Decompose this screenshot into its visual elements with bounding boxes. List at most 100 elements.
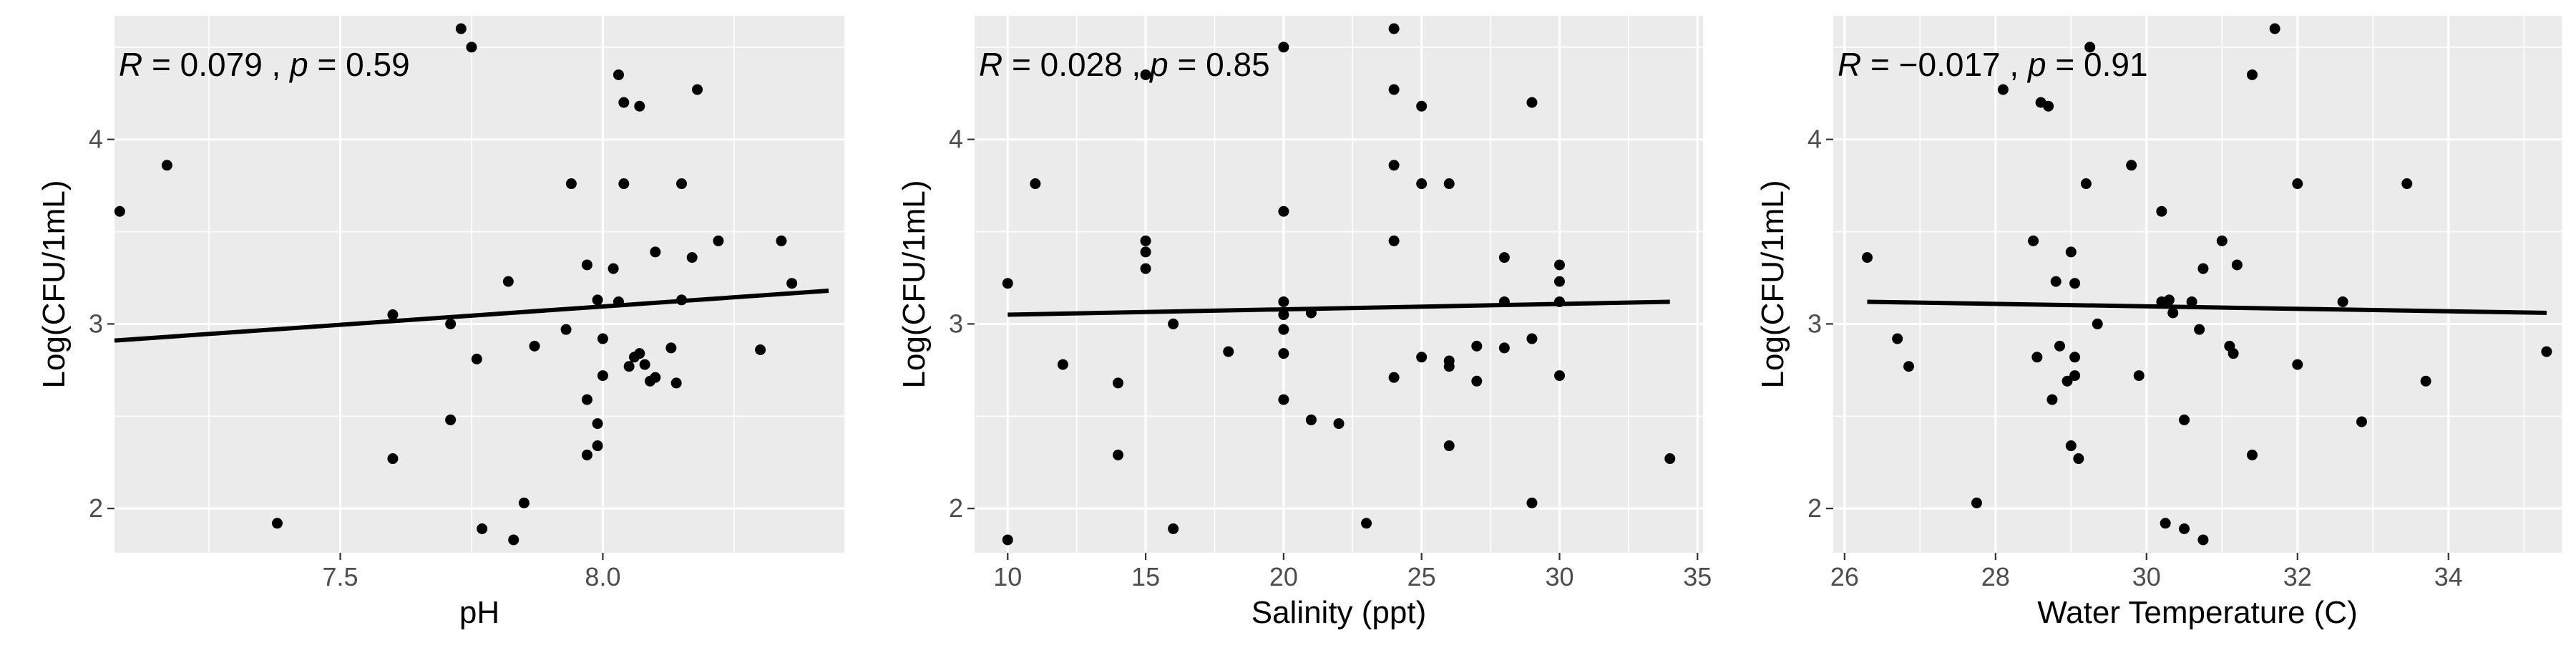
x-axis-title: Salinity (ppt) — [1252, 595, 1427, 630]
data-point — [477, 523, 488, 534]
data-point — [665, 342, 677, 354]
data-point — [2133, 370, 2145, 382]
data-point — [2197, 263, 2209, 274]
data-point — [1223, 346, 1234, 357]
data-point — [776, 235, 787, 246]
data-point — [597, 333, 608, 344]
data-point — [1168, 318, 1179, 329]
data-point — [1140, 263, 1151, 274]
data-point — [1030, 178, 1041, 190]
data-point — [2292, 178, 2303, 190]
x-tick-label: 28 — [1981, 562, 2010, 591]
data-point — [2420, 375, 2431, 387]
data-point — [1416, 352, 1428, 363]
data-point — [529, 340, 540, 352]
data-point — [613, 69, 624, 80]
correlation-annotation: R = 0.079 , p = 0.59 — [119, 46, 410, 83]
data-point — [1113, 377, 1124, 389]
data-point — [1471, 340, 1483, 352]
data-point — [581, 449, 592, 460]
data-point — [2216, 235, 2228, 246]
data-point — [592, 418, 603, 430]
data-point — [676, 178, 688, 190]
data-point — [1002, 534, 1013, 546]
y-tick-label: 4 — [949, 125, 963, 154]
data-point — [713, 235, 724, 246]
data-point — [1333, 418, 1345, 430]
data-point — [686, 252, 698, 263]
correlation-annotation: R = 0.028 , p = 0.85 — [979, 46, 1270, 83]
data-point — [2069, 278, 2081, 289]
data-point — [1388, 84, 1400, 95]
data-point — [2337, 296, 2348, 307]
x-tick-label: 15 — [1131, 562, 1160, 591]
data-point — [1971, 497, 1982, 508]
data-point — [608, 263, 619, 274]
data-point — [592, 440, 603, 452]
x-tick-label: 26 — [1830, 562, 1859, 591]
data-point — [2031, 352, 2043, 363]
data-point — [2050, 276, 2062, 287]
data-point — [650, 372, 661, 383]
data-point — [1526, 97, 1538, 108]
y-axis-title: Log(CFU/1mL) — [36, 180, 72, 389]
data-point — [1498, 252, 1510, 263]
data-point — [2160, 518, 2171, 529]
data-point — [639, 359, 650, 370]
data-point — [670, 377, 682, 389]
data-point — [1443, 440, 1455, 452]
data-point — [1057, 359, 1068, 370]
regression-line — [1008, 299, 1670, 317]
data-point — [2246, 449, 2258, 460]
data-point — [1443, 361, 1455, 372]
x-tick-label: 35 — [1683, 562, 1712, 591]
data-point — [2401, 178, 2413, 190]
data-point — [565, 178, 577, 190]
data-point — [1416, 178, 1428, 190]
data-point — [581, 259, 592, 271]
data-point — [1278, 324, 1289, 335]
data-point — [1526, 497, 1538, 508]
x-tick-label: 8.0 — [585, 562, 620, 591]
y-tick-label: 3 — [949, 309, 963, 338]
data-point — [2080, 178, 2092, 190]
y-tick-label: 3 — [89, 309, 103, 338]
data-point — [2167, 307, 2179, 319]
y-axis-title: Log(CFU/1mL) — [1755, 180, 1790, 389]
data-point — [581, 394, 592, 405]
data-point — [2292, 359, 2303, 370]
data-point — [2356, 416, 2367, 427]
regression-line — [1867, 299, 2547, 315]
data-point — [2228, 348, 2239, 359]
data-point — [1388, 23, 1400, 34]
data-point — [2186, 296, 2197, 307]
data-point — [2028, 235, 2039, 246]
data-point — [471, 353, 482, 364]
data-point — [1892, 333, 1903, 344]
data-point — [1361, 518, 1372, 529]
data-point — [1140, 69, 1151, 80]
data-point — [271, 518, 283, 529]
data-point — [2126, 160, 2137, 171]
data-point — [2073, 453, 2084, 465]
data-point — [650, 246, 661, 258]
data-point — [618, 97, 630, 108]
y-tick-label: 2 — [89, 493, 103, 523]
data-point — [466, 42, 477, 53]
data-point — [1443, 178, 1455, 190]
data-point — [1416, 100, 1428, 112]
data-point — [508, 534, 519, 546]
data-point — [1113, 449, 1124, 460]
data-point — [1278, 42, 1289, 53]
data-point — [2231, 259, 2243, 271]
data-point — [1278, 394, 1289, 405]
x-tick-label: 25 — [1407, 562, 1436, 591]
data-point — [2054, 340, 2065, 352]
data-point — [560, 324, 572, 335]
data-point — [2194, 324, 2205, 335]
x-axis-title: Water Temperature (C) — [2037, 595, 2357, 630]
data-point — [2069, 370, 2081, 382]
plot-background — [114, 16, 844, 553]
data-point — [1471, 375, 1483, 387]
